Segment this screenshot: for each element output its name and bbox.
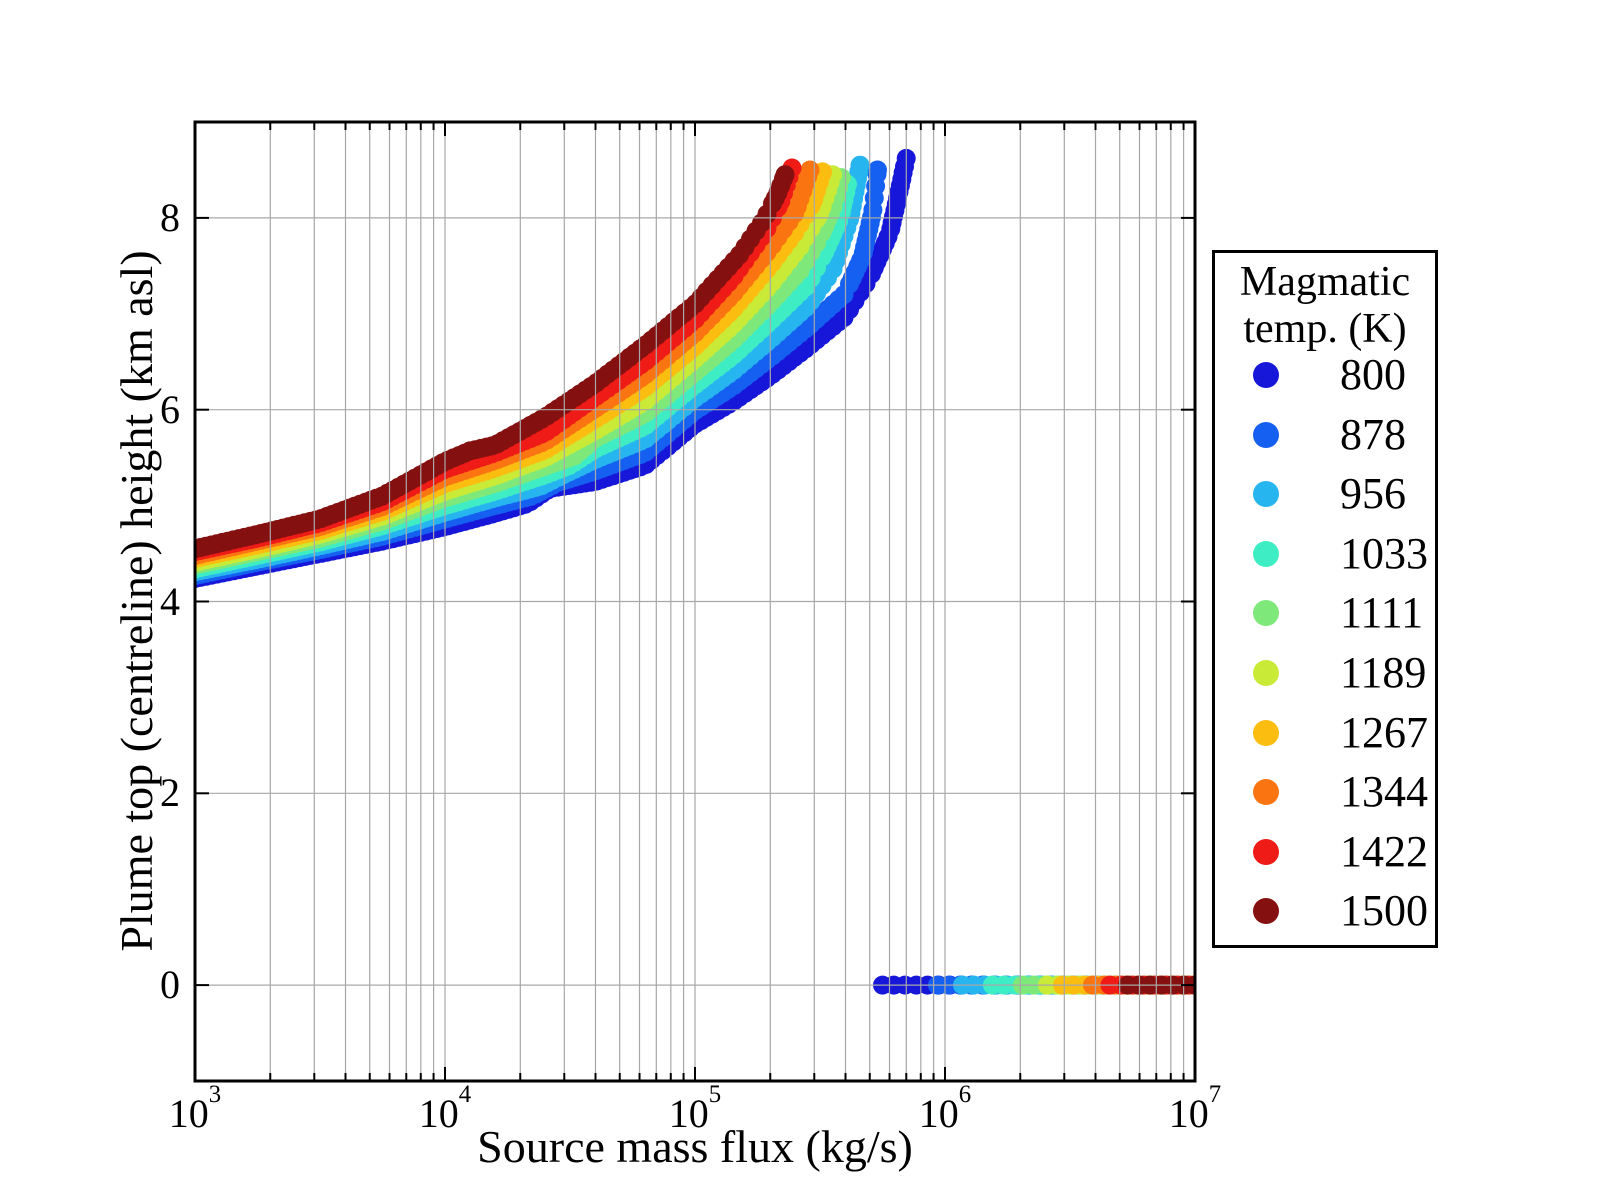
- legend-marker-dot-956: [1253, 481, 1279, 508]
- legend-entry-label-1189: 1189: [1340, 648, 1427, 697]
- gridlines: [195, 122, 1195, 1081]
- x-tick-label-10^6: 106: [918, 1080, 972, 1136]
- legend-entry-956: 956: [1215, 468, 1435, 520]
- series-1422: [195, 158, 1195, 995]
- legend-entry-label-1422: 1422: [1340, 826, 1428, 876]
- legend-entry-878: 878: [1215, 409, 1435, 461]
- legend-entry-label-1500: 1500: [1340, 886, 1428, 936]
- x-tick-label-10^5: 105: [668, 1080, 722, 1136]
- legend: Magmatic temp. (K) 800 878 956 1033 1111 1189…: [1212, 250, 1438, 948]
- legend-entry-label-1267: 1267: [1340, 707, 1428, 757]
- legend-entry-1033: 1033: [1215, 528, 1435, 580]
- legend-marker-dot-1267: [1253, 719, 1279, 746]
- y-tick-label-2: 2: [160, 770, 180, 816]
- legend-marker-dot-1344: [1253, 779, 1279, 806]
- legend-marker-dot-1111: [1253, 600, 1279, 627]
- legend-entry-label-1033: 1033: [1340, 528, 1428, 578]
- legend-marker-dot-800: [1253, 362, 1279, 388]
- y-tick-label-8: 8: [160, 194, 180, 240]
- y-tick-label-0: 0: [160, 962, 180, 1008]
- legend-entry-label-1344: 1344: [1340, 767, 1428, 817]
- series-1500: [195, 165, 1195, 995]
- legend-title: Magmatic temp. (K): [1215, 259, 1435, 353]
- legend-marker-dot-1500: [1253, 898, 1279, 925]
- y-tick-label-6: 6: [160, 386, 180, 432]
- legend-marker-dot-1033: [1253, 540, 1279, 567]
- legend-marker-dot-878: [1253, 421, 1279, 448]
- x-axis-label: Source mass flux (kg/s): [477, 1121, 913, 1172]
- legend-entry-label-878: 878: [1340, 409, 1406, 459]
- legend-title-line1: Magmatic: [1239, 259, 1411, 305]
- legend-entry-1189: 1189: [1215, 647, 1435, 699]
- x-tick-label-10^7: 107: [1168, 1080, 1222, 1136]
- series-956: [195, 155, 1195, 995]
- legend-marker-dot-1422: [1253, 838, 1279, 865]
- series-1267: [195, 162, 1195, 995]
- legend-title-line2: temp. (K): [1243, 306, 1407, 352]
- legend-entry-1111: 1111: [1215, 587, 1435, 639]
- legend-entry-label-956: 956: [1340, 469, 1406, 519]
- x-tick-label-10^4: 104: [418, 1080, 472, 1136]
- legend-entry-1500: 1500: [1215, 885, 1435, 937]
- x-tick-label-10^3: 103: [168, 1080, 222, 1136]
- plot-frame: [193, 120, 1197, 1083]
- legend-entry-1422: 1422: [1215, 826, 1435, 878]
- y-tick-label-4: 4: [160, 578, 180, 624]
- series-1189: [195, 165, 1195, 995]
- series-1344: [195, 160, 1195, 995]
- legend-entry-label-800: 800: [1340, 350, 1406, 399]
- legend-entry-label-1111: 1111: [1340, 588, 1424, 638]
- plot-points: [195, 148, 1195, 995]
- series-1111: [195, 168, 1195, 995]
- series-800: [195, 148, 1195, 995]
- legend-marker-dot-1189: [1253, 660, 1279, 686]
- legend-entry-1267: 1267: [1215, 707, 1435, 759]
- legend-entry-800: 800: [1215, 349, 1435, 401]
- series-878: [195, 160, 1195, 995]
- legend-entry-1344: 1344: [1215, 766, 1435, 818]
